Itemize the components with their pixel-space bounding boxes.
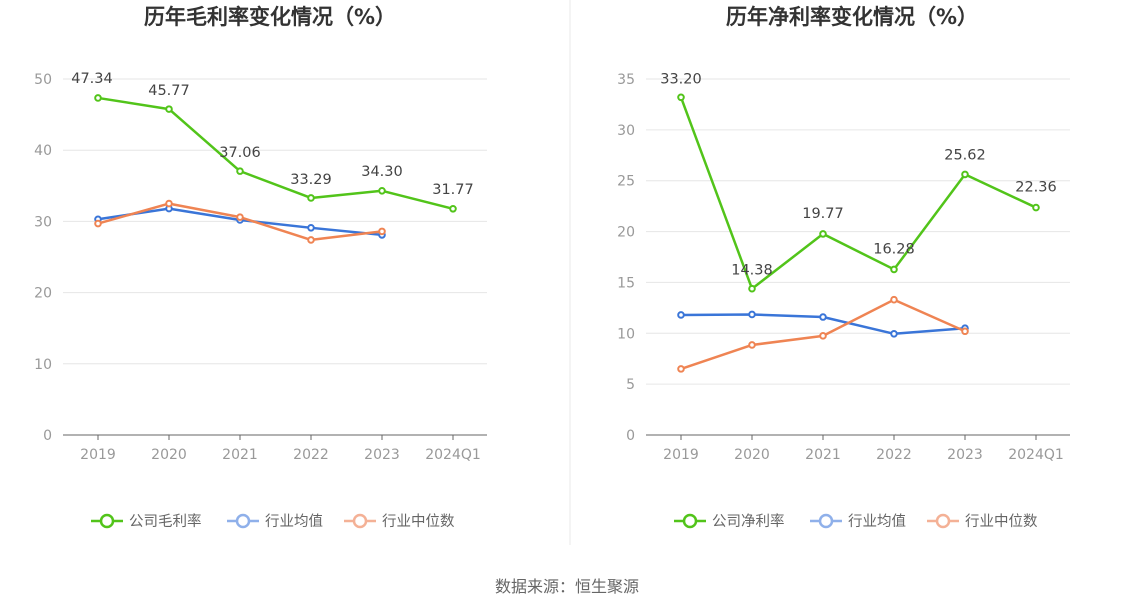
- source-note: 数据来源：恒生聚源: [494, 577, 639, 596]
- data-point: [677, 93, 685, 102]
- series-line: [679, 96, 1037, 290]
- data-point: [236, 213, 244, 221]
- y-tick-label: 10: [617, 326, 635, 342]
- legend-marker: [235, 513, 251, 529]
- data-point: [165, 105, 173, 113]
- x-tick-label: 2021: [222, 447, 258, 463]
- y-tick-label: 10: [34, 357, 52, 373]
- chart-title: 历年净利率变化情况（%）: [726, 5, 978, 29]
- data-point: [378, 227, 386, 236]
- x-tick-label: 2024Q1: [425, 447, 481, 463]
- y-tick-label: 5: [626, 377, 635, 393]
- data-label: 22.36: [1015, 180, 1057, 196]
- data-label: 16.28: [873, 241, 915, 257]
- data-label: 34.30: [361, 164, 403, 180]
- series-1: 47.34 45.77 37.06 33.29 34.30 31.77: [71, 71, 474, 213]
- legend-label: 行业均值: [265, 513, 323, 530]
- data-point: [1032, 203, 1040, 212]
- chart-title: 历年毛利率变化情况（%）: [144, 5, 396, 29]
- data-point: [748, 310, 756, 319]
- legend-item-2: 行业均值: [810, 513, 906, 530]
- series-1: 33.20 14.38 19.77 16.28 25.62 22.36: [660, 71, 1057, 293]
- legend-item-3: 行业中位数: [344, 513, 455, 530]
- series-3: [677, 295, 969, 373]
- data-point: [961, 327, 969, 336]
- data-point: [449, 204, 457, 213]
- data-point: [961, 170, 969, 179]
- y-tick-label: 20: [34, 286, 52, 302]
- y-tick-label: 35: [617, 72, 635, 88]
- legend-marker: [99, 513, 115, 529]
- data-label: 31.77: [432, 182, 474, 198]
- legend-marker: [352, 513, 368, 529]
- y-tick-label: 30: [34, 214, 52, 230]
- data-label: 33.20: [660, 71, 702, 87]
- data-label: 37.06: [219, 145, 261, 161]
- x-tick-label: 2022: [293, 447, 329, 463]
- legend-label: 行业中位数: [382, 513, 455, 530]
- y-tick-label: 15: [617, 275, 635, 291]
- data-point: [307, 224, 315, 232]
- y-tick-label: 0: [626, 428, 635, 444]
- x-tick-label: 2020: [151, 447, 187, 463]
- y-tick-label: 30: [617, 123, 635, 139]
- data-point: [890, 295, 898, 304]
- data-point: [94, 219, 102, 228]
- y-tick-label: 20: [617, 225, 635, 241]
- data-label: 47.34: [71, 71, 113, 87]
- legend-label: 公司净利率: [712, 513, 785, 530]
- x-tick-label: 2023: [364, 447, 400, 463]
- data-point: [378, 186, 386, 195]
- legend-label: 公司毛利率: [129, 513, 202, 530]
- data-label: 19.77: [802, 206, 844, 222]
- x-tick-label: 2021: [805, 447, 841, 463]
- data-point: [748, 341, 756, 349]
- y-tick-label: 0: [43, 428, 52, 444]
- y-tick-label: 40: [34, 143, 52, 159]
- data-point: [307, 236, 315, 244]
- chart-2: 历年净利率变化情况（%） 0 5 10 15 20 25 30 35 2019 2020 2021 20…: [617, 5, 1070, 530]
- data-point: [236, 167, 244, 175]
- x-tick-label: 2024Q1: [1008, 447, 1064, 463]
- data-point: [819, 313, 827, 321]
- y-tick-label: 25: [617, 174, 635, 190]
- data-label: 25.62: [944, 147, 986, 163]
- legend-item-3: 行业中位数: [927, 513, 1038, 530]
- data-point: [307, 194, 315, 202]
- data-point: [677, 311, 685, 319]
- y-tick-label: 50: [34, 72, 52, 88]
- legend-item-1: 公司毛利率: [91, 513, 202, 530]
- x-tick-label: 2023: [947, 447, 983, 463]
- chart-1: 历年毛利率变化情况（%） 0 10 20 30 40 50 2019 2020 2021 2022 2…: [34, 5, 487, 530]
- series-line: [97, 96, 454, 211]
- x-tick-label: 2019: [663, 447, 699, 463]
- data-point: [677, 365, 685, 373]
- data-label: 14.38: [731, 263, 773, 279]
- data-label: 45.77: [148, 83, 190, 99]
- data-point: [819, 230, 827, 238]
- legend-marker: [935, 513, 951, 529]
- x-tick-label: 2019: [80, 447, 116, 463]
- x-tick-label: 2020: [734, 447, 770, 463]
- legend-item-1: 公司净利率: [674, 513, 785, 530]
- series-2: [677, 310, 969, 338]
- legend-item-2: 行业均值: [227, 513, 323, 530]
- x-tick-label: 2022: [876, 447, 912, 463]
- legend-label: 行业中位数: [965, 513, 1038, 530]
- legend-marker: [682, 513, 698, 529]
- data-point: [890, 265, 898, 274]
- data-label: 33.29: [290, 172, 332, 188]
- data-point: [890, 329, 898, 338]
- data-point: [165, 199, 173, 208]
- legend-label: 行业均值: [848, 513, 906, 530]
- data-point: [94, 94, 102, 102]
- legend-marker: [818, 513, 834, 529]
- series-3: [94, 199, 386, 244]
- data-point: [819, 332, 827, 340]
- data-point: [748, 284, 756, 293]
